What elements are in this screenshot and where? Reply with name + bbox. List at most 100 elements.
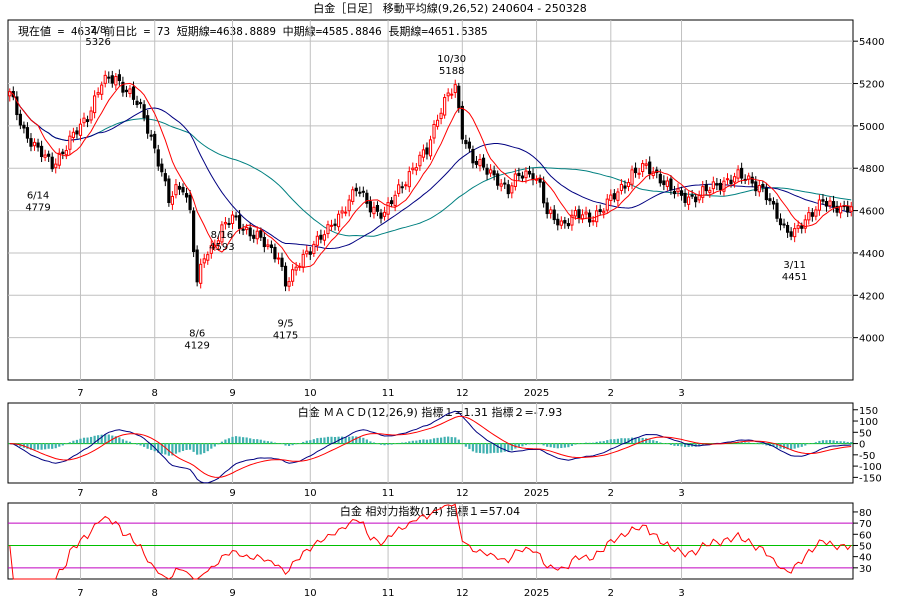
x-tick-label: 12 — [456, 588, 469, 599]
macd-histogram-bar — [581, 443, 584, 444]
macd-histogram-bar — [390, 443, 393, 445]
candle-body — [174, 184, 178, 196]
macd-x-axis: 7 8 9 10 11 12 2025 2 3 — [77, 488, 684, 499]
candle-body — [800, 225, 804, 229]
y-tick-label: 100 — [859, 417, 878, 428]
candle-body — [312, 243, 316, 254]
candle-body — [524, 170, 528, 179]
macd-histogram-bar — [489, 443, 492, 454]
candle-body — [577, 209, 581, 219]
macd-histogram-bar — [160, 443, 163, 454]
macd-histogram-bar — [655, 441, 658, 444]
candle-body — [510, 185, 514, 194]
macd-histogram-bar — [65, 443, 68, 445]
candle-body — [114, 76, 118, 86]
macd-histogram-bar — [574, 443, 577, 445]
macd-histogram-bar — [782, 443, 786, 449]
candle-body — [375, 205, 380, 212]
macd-histogram-bar — [245, 437, 248, 444]
macd-histogram-bar — [443, 436, 446, 444]
macd-histogram-bar — [26, 443, 29, 449]
mid-ma-line — [9, 91, 852, 250]
macd-histogram-bar — [224, 439, 227, 444]
candle-body — [824, 200, 829, 207]
macd-histogram-bar — [623, 438, 627, 444]
candle-body — [725, 178, 730, 181]
macd-histogram-bar — [68, 442, 71, 444]
macd-histogram-bar — [397, 442, 400, 444]
macd-histogram-bar — [316, 438, 319, 444]
macd-histogram-bar — [302, 441, 305, 444]
candle-body — [22, 124, 26, 129]
y-tick-label: 40 — [859, 553, 872, 564]
macd-histogram-bar — [846, 441, 849, 444]
candle-body — [262, 236, 266, 248]
candle-body — [810, 212, 814, 217]
macd-histogram-bar — [75, 439, 79, 444]
macd-histogram-bar — [645, 438, 648, 444]
y-tick-label: -150 — [859, 473, 882, 484]
x-tick-label: 8 — [152, 488, 158, 499]
candle-body — [750, 176, 754, 184]
macd-histogram-bar — [613, 439, 616, 444]
candle-body — [846, 205, 850, 213]
candle-body — [382, 211, 387, 217]
macd-histogram-bar — [203, 443, 206, 454]
candle-body — [527, 170, 532, 175]
candle-body — [237, 215, 242, 229]
macd-histogram-bar — [210, 443, 213, 449]
macd-histogram-bar — [404, 442, 407, 444]
candle-body — [89, 110, 93, 121]
macd-histogram-bar — [139, 443, 142, 446]
macd-histogram-bar — [680, 443, 683, 447]
macd-histogram-bar — [29, 443, 33, 450]
y-tick-label: 5400 — [859, 37, 884, 48]
macd-histogram-bar — [150, 443, 153, 450]
candle-body — [694, 196, 698, 203]
candle-body — [103, 74, 107, 84]
macd-histogram-bar — [100, 434, 103, 444]
candle-body — [397, 184, 401, 194]
candle-body — [584, 211, 588, 215]
candle-body — [57, 152, 61, 166]
candle-body — [138, 102, 143, 105]
candle-body — [386, 202, 390, 215]
candle-body — [814, 209, 818, 217]
x-tick-label: 12 — [456, 388, 469, 399]
macd-line — [9, 410, 852, 484]
candle-body — [39, 145, 44, 158]
macd-panel-frame — [7, 402, 854, 484]
candle-body — [82, 117, 86, 124]
macd-histogram-bar — [471, 443, 475, 452]
macd-histogram-bar — [305, 440, 308, 444]
y-tick-label: 4800 — [859, 164, 884, 175]
macd-histogram-bar — [213, 443, 216, 447]
x-tick-label: 2 — [608, 588, 614, 599]
macd-histogram-bar — [553, 443, 556, 448]
candle-body — [400, 186, 404, 189]
candle-body — [672, 190, 677, 195]
macd-histogram-bar — [683, 443, 687, 448]
macd-histogram-bar — [298, 443, 301, 444]
candle-body — [241, 228, 245, 231]
macd-histogram-bar — [761, 443, 764, 445]
macd-histogram-bar — [740, 441, 743, 444]
candle-body — [209, 245, 213, 254]
candle-body — [771, 200, 776, 205]
x-tick-label: 10 — [304, 488, 317, 499]
macd-histogram-bar — [188, 443, 192, 450]
candle-body — [347, 199, 351, 212]
macd-histogram-bar — [567, 443, 570, 448]
candle-body — [669, 178, 673, 191]
macd-histogram-bar — [850, 442, 853, 444]
candle-body — [687, 196, 691, 205]
candle-body — [206, 254, 210, 261]
macd-histogram-bar — [528, 443, 531, 445]
candle-body — [757, 185, 761, 193]
candle-body — [96, 92, 100, 95]
macd-histogram-bar — [411, 440, 414, 444]
macd-histogram-bar — [383, 443, 386, 446]
y-tick-label: -50 — [859, 451, 875, 462]
